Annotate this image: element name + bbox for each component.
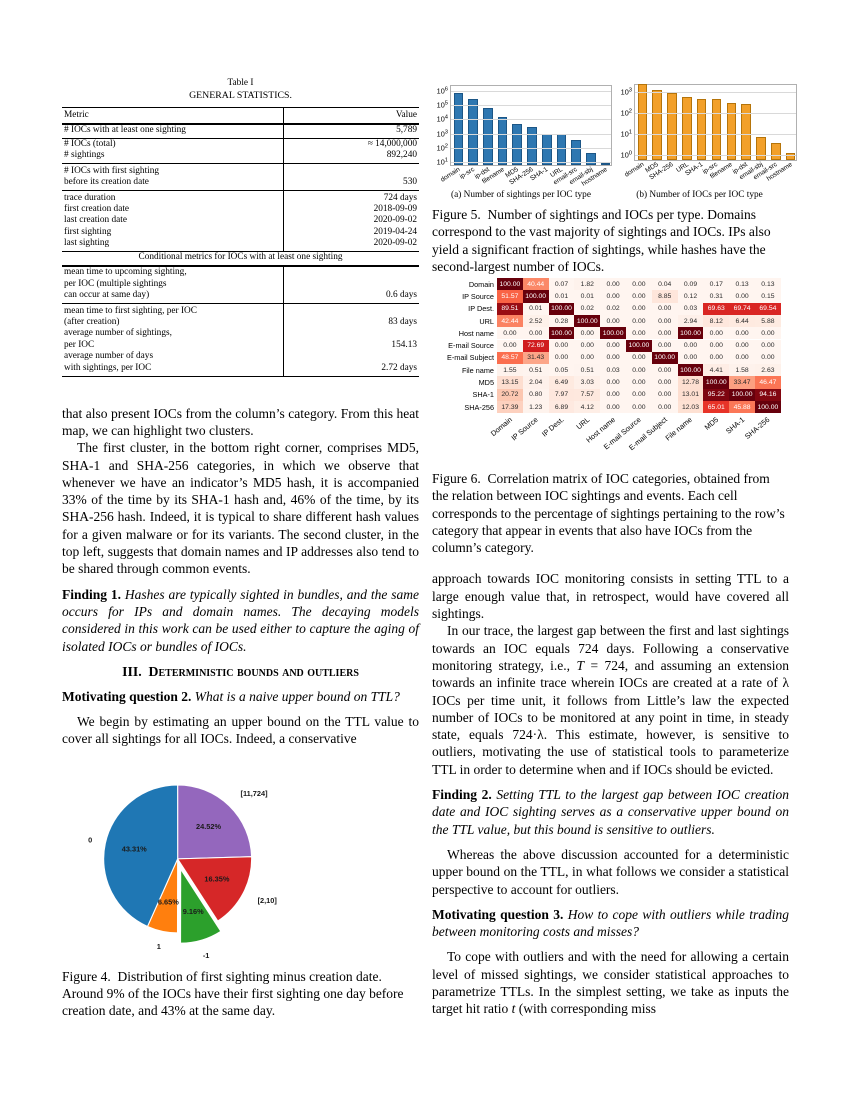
svg-text:-1: -1 xyxy=(203,950,210,959)
svg-text:1: 1 xyxy=(157,942,161,951)
svg-text:0: 0 xyxy=(88,835,92,844)
svg-text:6.65%: 6.65% xyxy=(158,897,179,906)
svg-text:24.52%: 24.52% xyxy=(196,822,221,831)
svg-text:16.35%: 16.35% xyxy=(204,874,229,883)
svg-text:[11,724]: [11,724] xyxy=(241,789,269,798)
svg-text:[2,10]: [2,10] xyxy=(258,896,278,905)
svg-text:9.16%: 9.16% xyxy=(183,906,204,915)
svg-text:43.31%: 43.31% xyxy=(122,844,147,853)
